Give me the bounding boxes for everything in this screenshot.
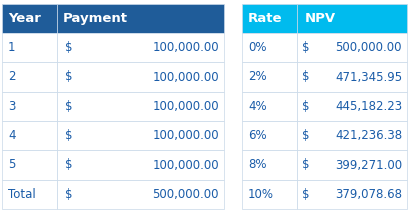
- Text: $: $: [302, 100, 310, 113]
- Bar: [242, 121, 297, 150]
- Bar: [57, 62, 224, 92]
- Text: $: $: [302, 41, 310, 54]
- Bar: [57, 150, 224, 180]
- Text: 2%: 2%: [248, 71, 267, 83]
- Text: 100,000.00: 100,000.00: [153, 129, 219, 142]
- Text: Rate: Rate: [248, 12, 283, 25]
- Bar: [297, 121, 407, 150]
- Text: NPV: NPV: [305, 12, 336, 25]
- Bar: [297, 33, 407, 62]
- Bar: [242, 180, 297, 209]
- Text: 2: 2: [8, 71, 16, 83]
- Bar: [297, 180, 407, 209]
- Text: $: $: [302, 158, 310, 171]
- Text: $: $: [65, 100, 72, 113]
- Text: $: $: [302, 71, 310, 83]
- Bar: [57, 92, 224, 121]
- Bar: [2, 62, 57, 92]
- Text: 379,078.68: 379,078.68: [335, 188, 402, 201]
- Bar: [242, 150, 297, 180]
- Text: $: $: [65, 41, 72, 54]
- Text: 0%: 0%: [248, 41, 267, 54]
- Bar: [2, 121, 57, 150]
- Text: 10%: 10%: [248, 188, 274, 201]
- Text: 100,000.00: 100,000.00: [153, 100, 219, 113]
- Bar: [57, 33, 224, 62]
- Bar: [297, 4, 407, 33]
- Bar: [297, 150, 407, 180]
- Bar: [2, 180, 57, 209]
- Text: 399,271.00: 399,271.00: [335, 158, 402, 171]
- Text: 4: 4: [8, 129, 16, 142]
- Text: Payment: Payment: [63, 12, 128, 25]
- Bar: [297, 92, 407, 121]
- Text: 6%: 6%: [248, 129, 267, 142]
- Text: 8%: 8%: [248, 158, 267, 171]
- Text: 1: 1: [8, 41, 16, 54]
- Bar: [242, 4, 297, 33]
- Bar: [2, 33, 57, 62]
- Bar: [242, 92, 297, 121]
- Text: 100,000.00: 100,000.00: [153, 71, 219, 83]
- Text: $: $: [65, 71, 72, 83]
- Bar: [2, 150, 57, 180]
- Text: Year: Year: [8, 12, 41, 25]
- Text: 421,236.38: 421,236.38: [335, 129, 402, 142]
- Text: 500,000.00: 500,000.00: [335, 41, 402, 54]
- Text: 500,000.00: 500,000.00: [153, 188, 219, 201]
- Bar: [2, 4, 57, 33]
- Text: 471,345.95: 471,345.95: [335, 71, 402, 83]
- Text: 445,182.23: 445,182.23: [335, 100, 402, 113]
- Text: 3: 3: [8, 100, 16, 113]
- Bar: [297, 62, 407, 92]
- Text: $: $: [302, 129, 310, 142]
- Text: $: $: [65, 158, 72, 171]
- Text: 100,000.00: 100,000.00: [153, 158, 219, 171]
- Text: $: $: [65, 129, 72, 142]
- Text: Total: Total: [8, 188, 36, 201]
- Bar: [57, 4, 224, 33]
- Bar: [57, 121, 224, 150]
- Text: 5: 5: [8, 158, 16, 171]
- Text: $: $: [302, 188, 310, 201]
- Bar: [242, 62, 297, 92]
- Text: 100,000.00: 100,000.00: [153, 41, 219, 54]
- Bar: [57, 180, 224, 209]
- Bar: [242, 33, 297, 62]
- Bar: [2, 92, 57, 121]
- Text: $: $: [65, 188, 72, 201]
- Bar: [224, 4, 242, 209]
- Text: 4%: 4%: [248, 100, 267, 113]
